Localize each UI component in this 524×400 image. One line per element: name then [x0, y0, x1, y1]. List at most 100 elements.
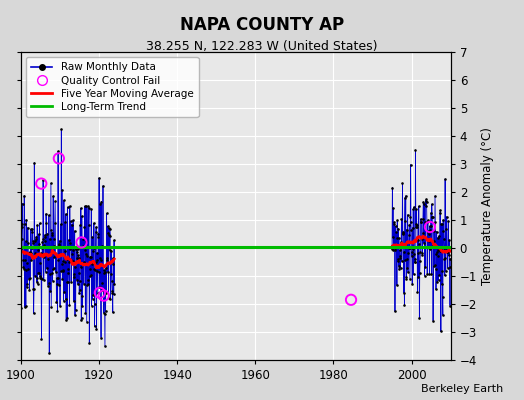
Point	[30, 286, 38, 292]
Point	[100, 267, 108, 273]
Point	[444, 244, 453, 250]
Point	[102, 265, 110, 271]
Point	[18, 221, 26, 228]
Point	[37, 336, 46, 342]
Point	[414, 203, 423, 209]
Point	[410, 204, 418, 210]
Point	[77, 317, 85, 324]
Point	[106, 270, 115, 277]
Point	[54, 257, 62, 263]
Point	[29, 286, 38, 292]
Point	[75, 287, 84, 294]
Point	[91, 301, 99, 308]
Point	[89, 292, 97, 298]
Point	[430, 262, 438, 269]
Point	[65, 259, 73, 265]
Point	[81, 310, 90, 316]
Point	[27, 250, 36, 257]
Point	[436, 246, 445, 252]
Point	[49, 265, 58, 271]
Point	[434, 277, 443, 283]
Point	[59, 298, 68, 304]
Point	[50, 236, 59, 242]
Point	[82, 318, 91, 325]
Point	[70, 271, 79, 278]
Point	[79, 261, 88, 267]
Point	[425, 224, 434, 230]
Point	[409, 271, 418, 278]
Point	[102, 308, 110, 314]
Point	[102, 290, 111, 296]
Point	[436, 207, 444, 214]
Point	[75, 254, 83, 261]
Point	[443, 264, 452, 271]
Point	[97, 198, 105, 205]
Point	[18, 224, 26, 230]
Point	[39, 277, 48, 283]
Point	[438, 281, 446, 288]
Point	[407, 252, 416, 259]
Point	[82, 251, 90, 257]
Point	[25, 276, 33, 282]
Point	[427, 223, 435, 230]
Point	[409, 246, 417, 252]
Point	[72, 246, 80, 252]
Point	[98, 286, 106, 293]
Point	[105, 225, 113, 232]
Point	[39, 177, 47, 184]
Point	[444, 218, 453, 224]
Point	[54, 155, 63, 162]
Point	[407, 162, 415, 168]
Point	[439, 312, 447, 318]
Point	[402, 274, 410, 280]
Point	[438, 294, 446, 300]
Point	[86, 254, 94, 260]
Point	[83, 253, 92, 260]
Point	[47, 303, 56, 310]
Point	[96, 290, 104, 296]
Point	[85, 204, 93, 211]
Point	[392, 282, 401, 288]
Point	[412, 222, 421, 229]
Point	[407, 226, 416, 233]
Point	[19, 263, 27, 270]
Point	[97, 280, 106, 286]
Point	[21, 238, 30, 244]
Point	[39, 251, 47, 257]
Point	[430, 228, 438, 234]
Point	[417, 216, 425, 222]
Point	[47, 227, 55, 233]
Point	[88, 302, 96, 309]
Point	[38, 238, 47, 245]
Point	[27, 257, 35, 264]
Point	[56, 303, 64, 309]
Point	[17, 305, 26, 312]
Point	[429, 318, 437, 324]
Point	[439, 217, 447, 223]
Point	[406, 214, 414, 220]
Point	[414, 250, 422, 256]
Point	[27, 245, 36, 251]
Point	[51, 244, 60, 250]
Text: Berkeley Earth: Berkeley Earth	[421, 384, 503, 394]
Point	[435, 233, 443, 239]
Point	[66, 302, 74, 308]
Point	[91, 259, 100, 266]
Point	[392, 241, 400, 248]
Point	[408, 249, 416, 256]
Point	[418, 236, 426, 242]
Point	[84, 277, 93, 283]
Point	[105, 247, 114, 253]
Point	[389, 244, 398, 250]
Point	[58, 261, 66, 267]
Point	[49, 266, 57, 272]
Point	[431, 218, 440, 225]
Point	[389, 205, 397, 211]
Point	[432, 286, 440, 292]
Point	[19, 249, 28, 256]
Point	[74, 252, 82, 259]
Point	[19, 256, 27, 263]
Point	[38, 276, 46, 282]
Point	[78, 315, 86, 321]
Point	[445, 252, 453, 259]
